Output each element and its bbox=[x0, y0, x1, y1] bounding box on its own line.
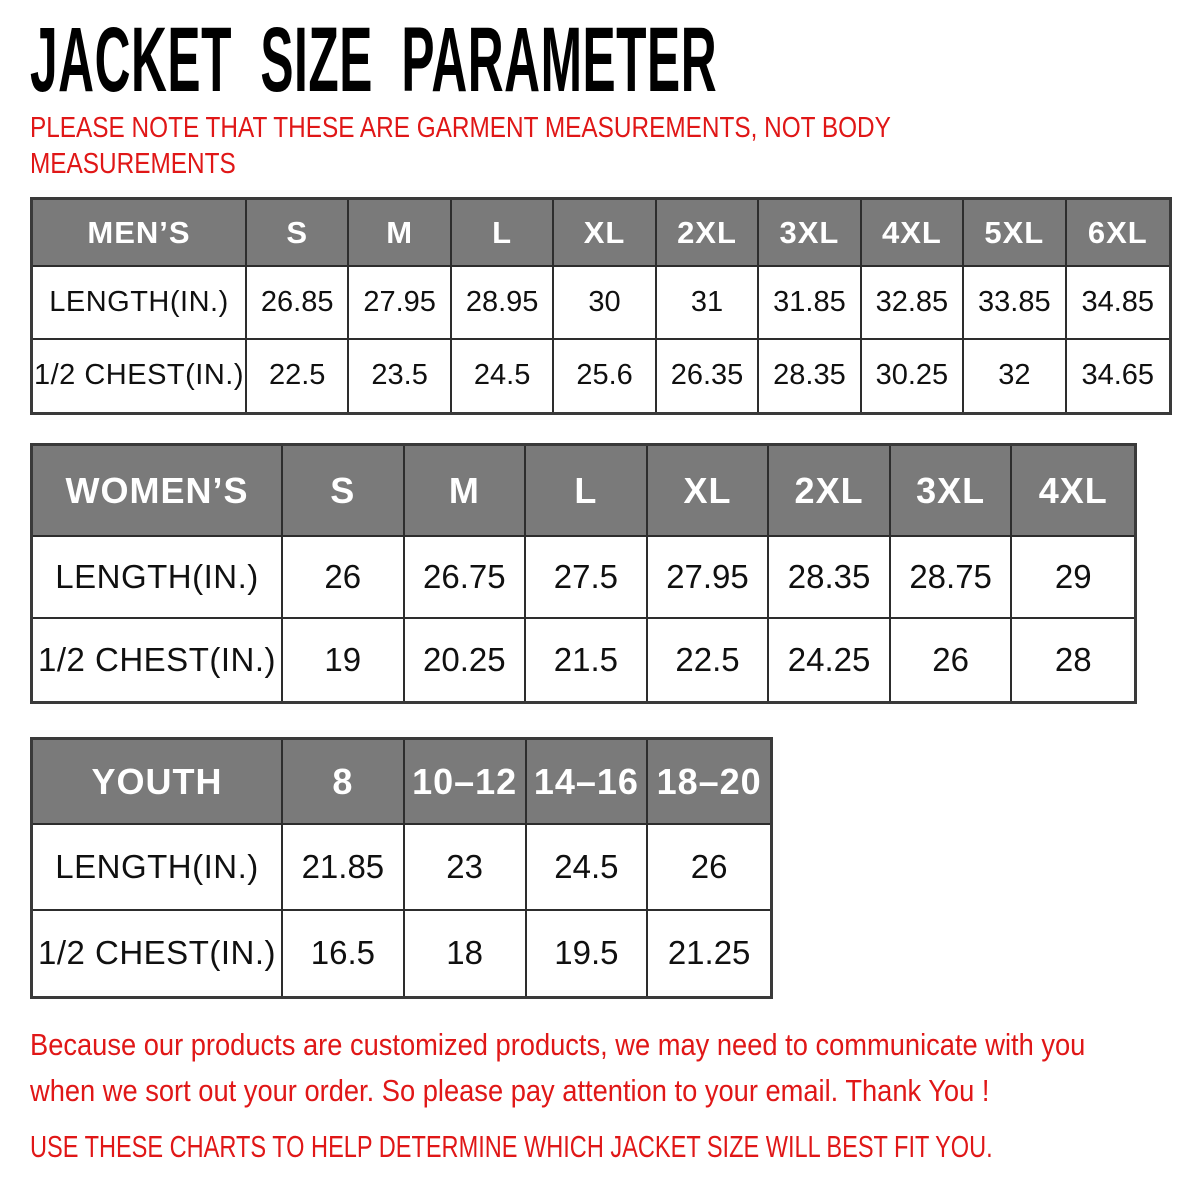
size-header-cell: 4XL bbox=[861, 200, 965, 267]
value-cell: 27.95 bbox=[349, 267, 452, 340]
row-label-cell: 1/2 CHEST(IN.) bbox=[33, 910, 283, 996]
value-cell: 31 bbox=[656, 267, 760, 340]
note-line-1: PLEASE NOTE THAT THESE ARE GARMENT MEASU… bbox=[30, 112, 891, 144]
size-header-cell: L bbox=[451, 200, 555, 267]
value-cell: 23 bbox=[404, 825, 527, 911]
size-header-cell: 6XL bbox=[1066, 200, 1169, 267]
value-cell: 30 bbox=[554, 267, 657, 340]
size-header-cell: XL bbox=[554, 200, 657, 267]
value-cell: 18 bbox=[405, 910, 527, 996]
size-header-cell: 8 bbox=[283, 740, 405, 825]
value-cell: 24.25 bbox=[769, 619, 891, 701]
size-header-cell: M bbox=[404, 446, 527, 537]
value-cell: 28.95 bbox=[451, 267, 555, 340]
value-cell: 20.25 bbox=[405, 619, 527, 701]
value-cell: 32.85 bbox=[861, 267, 965, 340]
value-cell: 26 bbox=[283, 537, 405, 619]
customization-notice-line-2: when we sort out your order. So please p… bbox=[30, 1073, 990, 1108]
size-header-cell: 4XL bbox=[1012, 446, 1134, 537]
value-cell: 27.95 bbox=[647, 537, 770, 619]
value-cell: 26.85 bbox=[247, 267, 350, 340]
size-header-cell: 5XL bbox=[964, 200, 1067, 267]
row-label-cell: 1/2 CHEST(IN.) bbox=[33, 619, 283, 701]
size-header-cell: 2XL bbox=[769, 446, 891, 537]
row-label-cell: LENGTH(IN.) bbox=[33, 825, 283, 911]
value-cell: 24.5 bbox=[526, 825, 649, 911]
value-cell: 26 bbox=[891, 619, 1013, 701]
size-header-cell: 14–16 bbox=[526, 740, 649, 825]
value-cell: 16.5 bbox=[283, 910, 405, 996]
value-cell: 28 bbox=[1054, 641, 1092, 678]
garment-measurements-note: PLEASE NOTE THAT THESE ARE GARMENT MEASU… bbox=[30, 110, 891, 182]
value-cell: 30.25 bbox=[862, 339, 965, 412]
row-label-cell: LENGTH(IN.) bbox=[33, 267, 247, 340]
table-title-cell: YOUTH bbox=[33, 740, 283, 825]
size-advice-text: USE THESE CHARTS TO HELP DETERMINE WHICH… bbox=[30, 1129, 993, 1164]
value-cell: 25.6 bbox=[554, 339, 657, 412]
value-cell: 19.5 bbox=[527, 910, 649, 996]
customization-notice-line-1: Because our products are customized prod… bbox=[30, 1027, 1086, 1062]
row-label-cell: 1/2 CHEST(IN.) bbox=[33, 339, 247, 412]
row-label-cell: LENGTH(IN.) bbox=[33, 537, 283, 619]
page-title: JACKET SIZE PARAMETER bbox=[30, 9, 718, 111]
value-cell: 34.65 bbox=[1081, 359, 1155, 392]
value-cell: 28.35 bbox=[769, 537, 891, 619]
value-cell: 26.35 bbox=[657, 339, 760, 412]
youth-size-table: YOUTH 8 10–12 14–16 18–20 LENGTH(IN.) 21.85 23 2… bbox=[30, 737, 773, 999]
size-header-cell: M bbox=[349, 200, 452, 267]
womens-size-table: WOMEN’S S M L XL 2XL 3XL 4XL LENGTH(IN.) 26 26.75 2… bbox=[30, 443, 1137, 704]
size-header-cell: 3XL bbox=[890, 446, 1013, 537]
value-cell: 23.5 bbox=[349, 339, 452, 412]
size-header-cell: L bbox=[526, 446, 648, 537]
size-header-cell: XL bbox=[647, 446, 770, 537]
value-cell: 33.85 bbox=[964, 267, 1067, 340]
value-cell: 26.75 bbox=[404, 537, 527, 619]
value-cell: 34.85 bbox=[1066, 267, 1169, 340]
value-cell: 22.5 bbox=[247, 339, 350, 412]
value-cell: 26 bbox=[648, 825, 770, 911]
value-cell: 24.5 bbox=[452, 339, 555, 412]
size-header-cell: 2XL bbox=[656, 200, 760, 267]
value-cell: 31.85 bbox=[759, 267, 862, 340]
value-cell: 27.5 bbox=[526, 537, 648, 619]
value-cell: 21.85 bbox=[283, 825, 405, 911]
value-cell: 19 bbox=[283, 619, 405, 701]
size-header-cell: 18–20 bbox=[648, 740, 770, 825]
value-cell: 28.35 bbox=[759, 339, 862, 412]
table-title-cell: WOMEN’S bbox=[33, 446, 283, 537]
value-cell: 21.25 bbox=[667, 934, 751, 972]
size-header-cell: 10–12 bbox=[404, 740, 527, 825]
value-cell: 29 bbox=[1012, 537, 1134, 619]
mens-size-table: MEN’S S M L XL 2XL 3XL 4XL 5XL 6XL LENGTH(IN.) 26.8… bbox=[30, 197, 1172, 415]
value-cell: 21.5 bbox=[526, 619, 648, 701]
value-cell: 22.5 bbox=[648, 619, 770, 701]
size-header-cell: S bbox=[247, 200, 350, 267]
size-header-cell: 3XL bbox=[759, 200, 862, 267]
note-line-2: MEASUREMENTS bbox=[30, 148, 236, 180]
value-cell: 28.75 bbox=[890, 537, 1013, 619]
value-cell: 32 bbox=[964, 339, 1067, 412]
customization-notice: Because our products are customized prod… bbox=[30, 1022, 1085, 1114]
size-header-cell: S bbox=[283, 446, 405, 537]
table-title-cell: MEN’S bbox=[33, 200, 247, 267]
